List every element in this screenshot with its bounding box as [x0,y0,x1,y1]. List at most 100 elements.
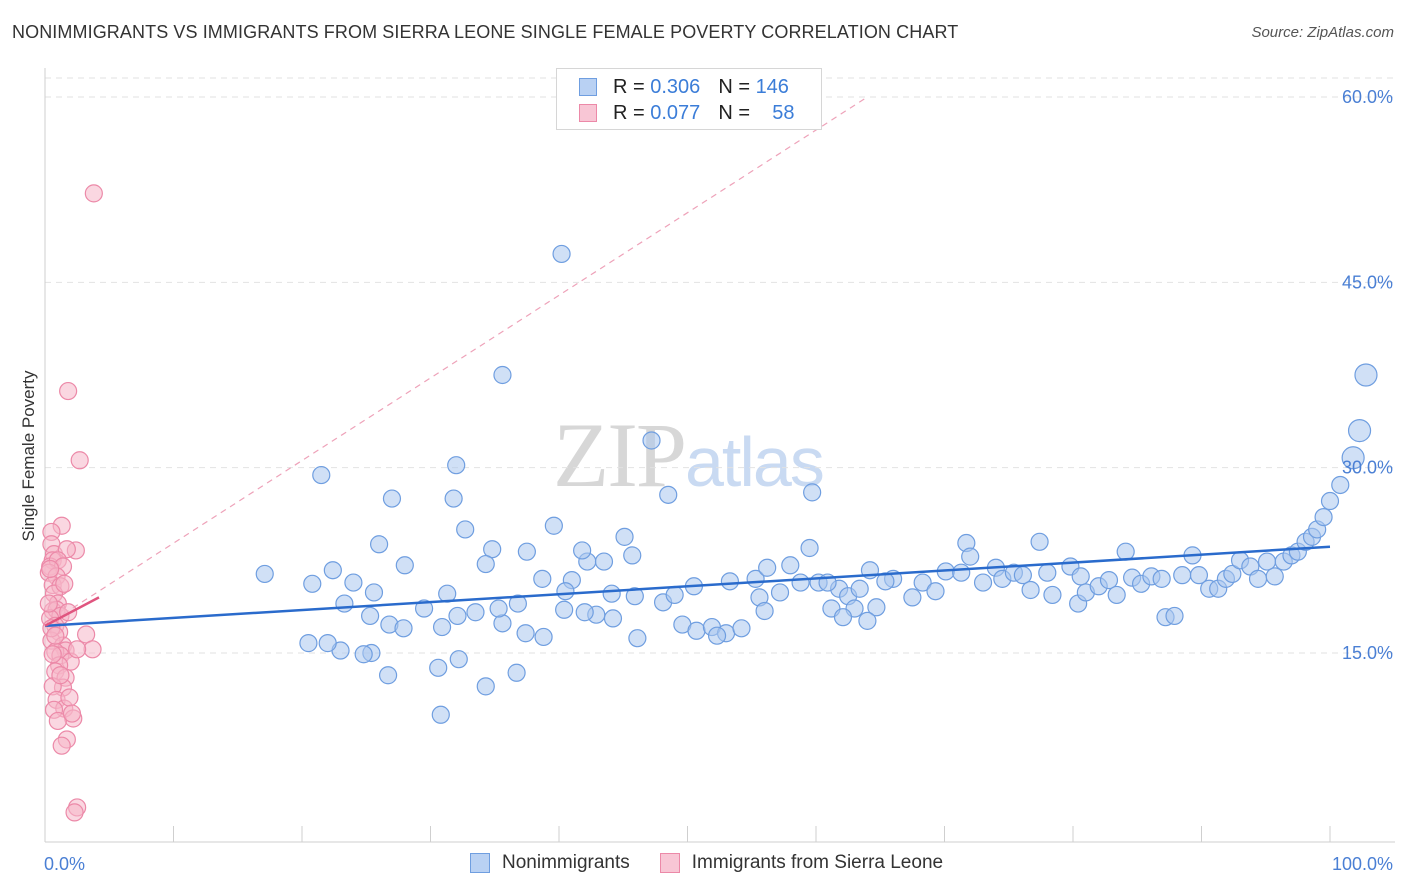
nonimmigrant-point [1341,446,1365,470]
nonimmigrant-point [303,574,322,593]
nonimmigrant-point [770,583,790,602]
sierra-leone-point [46,626,65,645]
nonimmigrant-point [552,244,571,264]
nonimmigrant-point [370,535,389,554]
nonimmigrant-point [1320,491,1340,511]
nonimmigrant-point [720,572,740,591]
sierra-leone-point [60,688,79,707]
nonimmigrant-point [361,606,380,626]
nonimmigrant-point [489,599,508,618]
series-legend: Nonimmigrants Immigrants from Sierra Leo… [470,852,973,874]
nonimmigrant-point [926,582,945,601]
nonimmigrant-point [800,538,819,558]
nonimmigrant-point [833,608,853,627]
nonimmigrant-point [952,563,971,582]
sierra-leone-point [68,640,87,659]
nonimmigrant-point [444,489,463,508]
grid-lines [45,77,1395,654]
nonimmigrant-point [323,561,342,580]
y-tick-label: 60.0% [1342,87,1393,107]
series-legend-nonimmigrants: Nonimmigrants [470,852,630,874]
sierra-leone-point [52,736,71,755]
sierra-leone-trend-line [44,596,100,627]
sierra-leone-point [62,704,82,723]
pink-trend-dashed [44,96,868,627]
nonimmigrant-point [395,556,414,575]
nonimmigrant-point [516,624,535,643]
sierra-leone-point [84,184,103,203]
series-swatch-blue [470,853,490,873]
nonimmigrant-point [642,431,661,450]
nonimmigrant-point [1223,564,1242,584]
nonimmigrant-point [858,611,877,630]
nonimmigrant-point [628,629,647,648]
sierra-leone-point [83,640,102,659]
nonimmigrant-point [1071,567,1090,586]
nonimmigrant-point [1189,566,1209,585]
series-label-nonimmigrants: Nonimmigrants [502,852,630,873]
legend-swatch-pink [579,104,597,122]
nonimmigrant-point [448,606,467,626]
sierra-leone-point [48,711,67,731]
nonimmigrant-point [603,609,623,628]
nonimmigrant-point [1107,585,1126,605]
nonimmigrant-point [602,584,621,603]
nonimmigrant-point [508,594,527,613]
nonimmigrant-point [517,542,536,561]
legend-n-label: N = [718,101,750,124]
legend-swatch-blue [579,78,597,96]
nonimmigrant-point [507,663,526,682]
nonimmigrant-point [867,598,886,617]
nonimmigrants-trend-line [44,545,1331,628]
legend-row-sierra-leone: R = 0.077 N = 58 [579,101,794,125]
nonimmigrant-point [1248,569,1268,588]
sierra-leone-point [51,666,70,685]
nonimmigrant-point [1331,475,1350,495]
sierra-leone-point [55,574,74,593]
legend-r-label: R = [613,101,645,124]
sierra-leone-point [41,559,60,579]
chart-title: NONIMMIGRANTS VS IMMIGRANTS FROM SIERRA … [12,22,959,42]
nonimmigrant-point [354,645,373,664]
nonimmigrant-point [687,621,706,640]
nonimmigrant-point [659,485,678,504]
chart-source: Source: ZipAtlas.com [1251,24,1394,41]
legend-n-label: N = [718,75,750,98]
nonimmigrant-point [378,666,398,685]
sierra-leone-point [59,381,78,401]
nonimmigrant-point [1152,569,1171,588]
nonimmigrant-point [594,552,614,571]
legend-n-value: 146 [755,75,789,98]
nonimmigrant-point [665,585,684,605]
nonimmigrants-points [255,244,1378,724]
nonimmigrant-point [575,603,594,622]
y-tick-label: 30.0% [1342,458,1393,478]
nonimmigrant-point [544,516,563,535]
nonimmigrant-point [758,558,777,577]
nonimmigrant-point [791,573,810,592]
nonimmigrant-point [493,614,512,633]
nonimmigrant-point [335,594,354,613]
nonimmigrant-point [318,634,337,653]
series-legend-sierra-leone: Immigrants from Sierra Leone [659,852,943,874]
nonimmigrant-point [850,579,869,598]
nonimmigrant-point [615,527,634,546]
nonimmigrant-point [1354,363,1378,387]
nonimmigrant-point [755,601,774,621]
nonimmigrant-point [555,600,574,619]
nonimmigrant-point [431,705,450,724]
nonimmigrant-point [903,588,922,607]
nonimmigrant-point [781,556,800,575]
nonimmigrant-point [623,546,642,565]
nonimmigrant-point [299,634,318,653]
nonimmigrant-point [456,520,475,539]
sierra-leone-point [65,803,84,822]
nonimmigrant-point [476,677,495,696]
nonimmigrant-point [1099,571,1119,590]
y-axis-label: Single Female Poverty [19,370,38,542]
nonimmigrant-point [556,582,575,601]
nonimmigrant-point [1116,542,1135,561]
legend-n-value: 58 [772,101,795,124]
nonimmigrant-point [1347,419,1372,443]
